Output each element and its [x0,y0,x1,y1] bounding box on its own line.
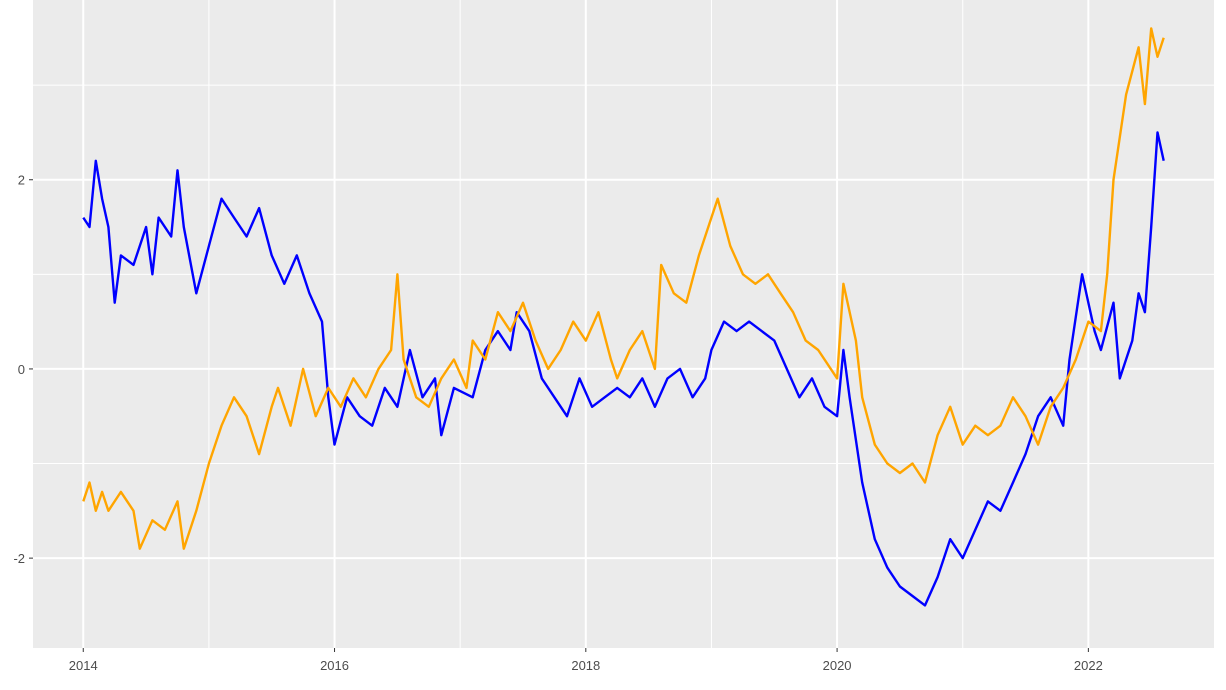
major-gridlines [33,0,1214,648]
y-tick-label: 2 [18,173,25,188]
x-tick-label: 2022 [1074,658,1103,673]
plot-panel [33,0,1214,648]
minor-gridlines [33,0,1214,648]
x-tick-label: 2020 [823,658,852,673]
x-tick-label: 2018 [571,658,600,673]
x-axis: 2014 2016 2018 2020 2022 [69,648,1103,673]
y-tick-label: -2 [13,551,25,566]
series-line-1 [82,131,1165,607]
series-line-2 [82,27,1165,550]
x-tick-label: 2014 [69,658,98,673]
y-tick-label: 0 [18,362,25,377]
x-tick-label: 2016 [320,658,349,673]
y-axis: -2 0 2 [13,173,33,566]
series-layer [82,27,1165,607]
